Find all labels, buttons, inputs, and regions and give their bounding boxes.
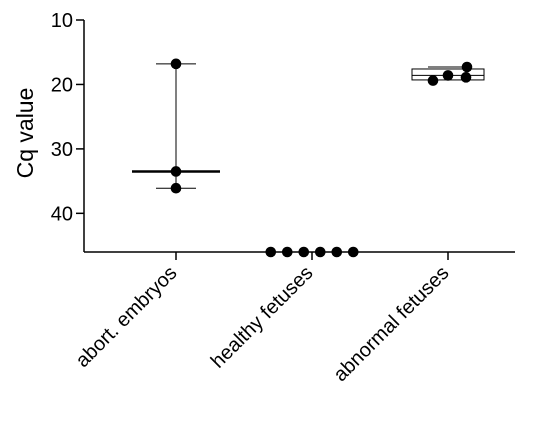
y-tick-label: 30 — [51, 139, 73, 161]
data-point — [442, 70, 454, 81]
data-point — [170, 182, 182, 194]
data-point — [298, 246, 310, 258]
data-point — [281, 246, 293, 258]
data-point — [314, 246, 326, 258]
chart-marks — [132, 58, 485, 258]
data-point — [265, 246, 277, 258]
data-point — [170, 58, 182, 70]
data-point — [331, 246, 343, 258]
y-tick-label: 10 — [51, 10, 73, 32]
data-point — [347, 246, 359, 258]
data-point — [461, 61, 473, 73]
x-tick-label: abnormal fetuses — [329, 262, 453, 386]
axes: 10 20 30 40 abort. embryos healthy fetuses abn… — [51, 10, 515, 386]
y-tick-label: 40 — [51, 203, 73, 225]
y-tick-label: 20 — [51, 74, 73, 96]
data-point — [427, 75, 439, 86]
x-tick-label: abort. embryos — [72, 262, 182, 372]
y-axis-title: Cq value — [12, 88, 38, 179]
data-point — [460, 72, 472, 83]
data-point — [170, 166, 182, 177]
x-tick-label: healthy fetuses — [207, 262, 318, 373]
